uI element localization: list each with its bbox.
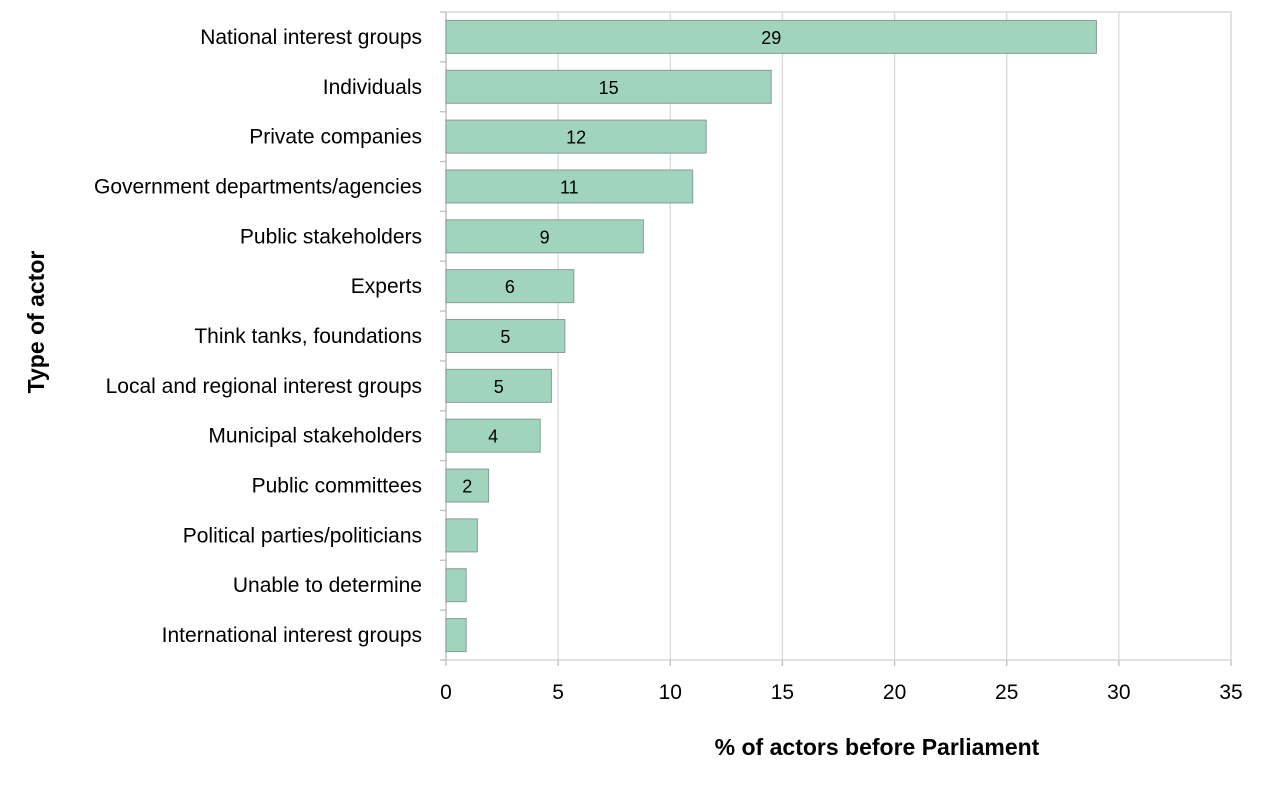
- x-tick-labels: 0 5 10 15 20 25 30 35: [440, 681, 1243, 704]
- category-label: Private companies: [249, 126, 422, 149]
- data-label: 9: [540, 227, 550, 247]
- data-label: 5: [494, 377, 504, 397]
- x-tick-label: 20: [883, 681, 906, 704]
- data-label: 29: [761, 28, 781, 48]
- data-label: 5: [500, 327, 510, 347]
- category-label: Think tanks, foundations: [194, 325, 422, 348]
- category-labels: National interest groups Individuals Priva…: [94, 26, 422, 647]
- x-tick-label: 10: [659, 681, 682, 704]
- data-labels: 29 15 12 11 9 6 5 5 4 2: [462, 28, 781, 497]
- bar: [445, 319, 566, 353]
- data-label: 4: [488, 427, 498, 447]
- x-tick-label: 0: [440, 681, 452, 704]
- category-label: Public committees: [252, 475, 422, 498]
- x-tick-label: 5: [552, 681, 564, 704]
- bar: [445, 119, 707, 154]
- category-label: Experts: [351, 275, 422, 298]
- bar: [445, 219, 644, 254]
- x-axis-title: % of actors before Parliament: [715, 734, 1040, 760]
- bar: [445, 269, 575, 304]
- category-label: Public stakeholders: [240, 225, 422, 248]
- bar: [445, 69, 772, 104]
- bar: [445, 518, 478, 553]
- data-label: 2: [462, 477, 472, 497]
- bar: [445, 418, 541, 453]
- category-label: Political parties/politicians: [183, 524, 422, 547]
- category-label: Individuals: [323, 76, 422, 99]
- y-axis-title: Type of actor: [23, 251, 49, 394]
- x-tick-label: 30: [1107, 681, 1130, 704]
- category-label: Local and regional interest groups: [106, 375, 422, 398]
- category-label: International interest groups: [162, 624, 422, 647]
- bar: [445, 368, 552, 403]
- category-label: Unable to determine: [233, 574, 422, 597]
- x-tick-label: 15: [771, 681, 794, 704]
- bar: [445, 618, 467, 653]
- data-label: 12: [566, 128, 586, 148]
- bar: [445, 169, 694, 204]
- data-label: 11: [560, 177, 579, 197]
- x-tick-label: 25: [995, 681, 1018, 704]
- category-label: Government departments/agencies: [94, 175, 422, 198]
- bar: [445, 19, 1097, 54]
- x-tick-label: 35: [1219, 681, 1242, 704]
- data-label: 6: [505, 277, 515, 297]
- category-label: Municipal stakeholders: [208, 425, 422, 448]
- bar: [445, 568, 467, 603]
- bars: [445, 19, 1097, 653]
- data-label: 15: [599, 78, 619, 98]
- bar: [445, 468, 490, 503]
- category-label: National interest groups: [200, 26, 422, 49]
